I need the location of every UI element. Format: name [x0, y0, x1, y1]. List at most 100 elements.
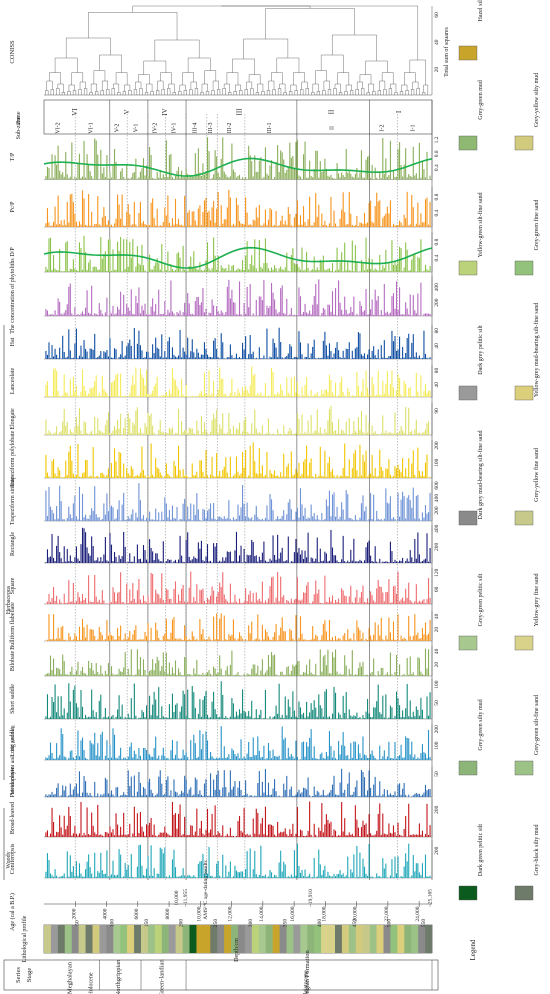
- phytolith-bar: [155, 589, 157, 604]
- phytolith-bar: [63, 408, 65, 435]
- phytolith-bar: [370, 309, 372, 316]
- phytolith-bar: [254, 220, 256, 227]
- phytolith-bar: [368, 314, 370, 316]
- phytolith-bar: [370, 269, 372, 272]
- phytolith-bar: [356, 167, 358, 180]
- phytolith-bar: [336, 433, 338, 435]
- phytolith-bar: [88, 164, 90, 180]
- phytolith-bar: [200, 390, 202, 397]
- phytolith-bar: [374, 289, 376, 316]
- phytolith-bar: [301, 354, 303, 359]
- phytolith-bar: [356, 819, 358, 837]
- phytolith-bar: [261, 518, 263, 521]
- phytolith-bar: [129, 589, 131, 604]
- phytolith-bar: [63, 176, 65, 180]
- phytolith-bar: [193, 251, 195, 272]
- phytolith-bar: [328, 597, 331, 604]
- phytolith-bar: [170, 877, 172, 878]
- phytolith-bar: [231, 355, 233, 359]
- phytolith-bar: [350, 743, 352, 760]
- phytolith-bar: [83, 421, 85, 435]
- phytolith-bar: [261, 300, 263, 316]
- phytolith-bar: [347, 223, 349, 227]
- phytolith-bar: [85, 459, 87, 478]
- phytolith-bar: [68, 876, 70, 878]
- phytolith-bar: [331, 291, 334, 316]
- phytolith-bar: [228, 674, 230, 676]
- phytolith-bar: [350, 549, 352, 563]
- phytolith-bar: [145, 868, 148, 878]
- phytolith-bar: [322, 171, 324, 180]
- phytolith-bar: [69, 176, 71, 180]
- phytolith-bar: [400, 358, 402, 359]
- phytolith-bar: [156, 630, 158, 641]
- phytolith-bar: [238, 269, 241, 272]
- phytolith-bar: [248, 224, 250, 227]
- phytolith-bar: [232, 786, 234, 797]
- phytolith-bar: [296, 507, 298, 521]
- phytolith-bar: [264, 768, 266, 797]
- phytolith-bar: [81, 876, 84, 878]
- phytolith-bar: [382, 314, 384, 316]
- phytolith-bar: [78, 597, 81, 604]
- phytolith-bar: [339, 782, 341, 797]
- phytolith-bar: [65, 425, 67, 435]
- phytolith-bar: [420, 697, 422, 719]
- phytolith-bar: [238, 356, 241, 359]
- phytolith-bar: [365, 755, 367, 760]
- phytolith-bar: [424, 199, 427, 227]
- phytolith-bar: [351, 872, 353, 878]
- phytolith-bar: [188, 556, 190, 563]
- litho-segment: [92, 925, 100, 953]
- phytolith-bar: [249, 716, 251, 719]
- phytolith-bar: [368, 518, 370, 521]
- phytolith-bar: [307, 582, 309, 604]
- phytolith-bar: [246, 212, 248, 227]
- phytolith-bar: [309, 357, 311, 359]
- phytolith-bar: [414, 356, 416, 359]
- phytolith-bar: [182, 177, 184, 180]
- phytolith-bar: [423, 792, 425, 797]
- phytolith-bar: [80, 670, 82, 676]
- phytolith-bar: [182, 585, 184, 604]
- phytolith-bar: [316, 537, 318, 563]
- phytolith-bar: [245, 450, 247, 478]
- phytolith-bar: [69, 283, 71, 316]
- phytolith-bar: [255, 673, 257, 676]
- phytolith-bar: [386, 502, 388, 521]
- phytolith-bar: [252, 375, 254, 397]
- phytolith-bar: [394, 225, 396, 227]
- phytolith-bar: [101, 635, 103, 641]
- phytolith-bar: [219, 833, 221, 837]
- phytolith-bar: [138, 432, 140, 435]
- phytolith-bar: [319, 649, 321, 676]
- phytolith-bar: [181, 555, 183, 563]
- phytolith-bar: [190, 351, 192, 359]
- phytolith-bar: [173, 313, 175, 316]
- phytolith-bar: [284, 519, 286, 521]
- phytolith-bar: [129, 553, 131, 563]
- phytolith-bar: [193, 875, 195, 878]
- phytolith-bar: [313, 561, 315, 563]
- phytolith-bar: [66, 825, 68, 837]
- phytolith-bar: [274, 394, 276, 397]
- phytolith-bar: [292, 602, 294, 604]
- phytolith-bar: [112, 673, 114, 676]
- phytolith-bar: [127, 756, 129, 760]
- phytolith-bar: [194, 301, 196, 316]
- phytolith-bar: [281, 357, 283, 359]
- phytolith-bar: [117, 562, 119, 563]
- phytolith-bar: [341, 358, 343, 359]
- phytolith-bar: [225, 786, 227, 797]
- phytolith-bar: [325, 601, 327, 604]
- phytolith-bar: [228, 602, 230, 604]
- phytolith-bar: [286, 169, 288, 180]
- phytolith-bar: [147, 595, 149, 604]
- phytolith-bar: [153, 311, 155, 316]
- phytolith-bar: [304, 384, 306, 397]
- phytolith-bar: [403, 380, 405, 397]
- phytolith-bar: [402, 757, 404, 760]
- phytolith-bar: [92, 710, 94, 719]
- phytolith-bar: [75, 417, 77, 435]
- phytolith-bar: [395, 796, 398, 797]
